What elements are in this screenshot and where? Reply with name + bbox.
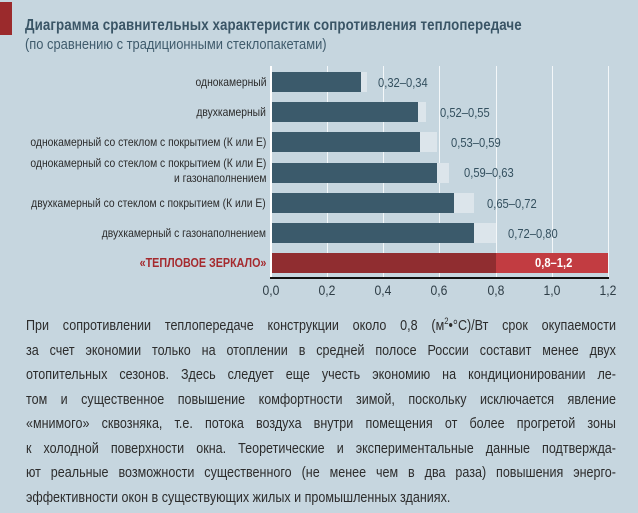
- body-line: отопительных сезонов. Здесь следует еще …: [26, 367, 616, 383]
- x-tick-label: 0,8: [487, 283, 505, 298]
- x-tick-label: 0,2: [318, 283, 336, 298]
- chart-subtitle: (по сравнению с традиционными стеклопаке…: [25, 36, 327, 53]
- body-line: ют реальные возможности существенного (н…: [26, 465, 616, 481]
- gridline: [608, 66, 609, 278]
- value-label: 0,72–0,80: [508, 226, 558, 241]
- x-tick-label: 0,6: [430, 283, 448, 298]
- value-bar: [272, 72, 361, 92]
- category-label: двухкамерный со стеклом с покрытием (К и…: [31, 196, 266, 210]
- header-accent-bar: [0, 2, 12, 35]
- gridline: [496, 66, 497, 278]
- category-label: однокамерный со стеклом с покрытием (К и…: [30, 156, 266, 170]
- chart-title: Диаграмма сравнительных характеристик со…: [25, 17, 522, 34]
- category-label: двухкамерный с газонаполнением: [101, 226, 266, 240]
- body-line-end: •°С)/Вт срок окупаемости: [448, 318, 616, 334]
- value-bar: [272, 102, 418, 122]
- category-label-highlight: «ТЕПЛОВОЕ ЗЕРКАЛО»: [139, 256, 266, 270]
- value-label: 0,32–0,34: [378, 75, 428, 90]
- x-axis: [270, 277, 609, 279]
- x-tick-label: 0,0: [262, 283, 280, 298]
- value-label: 0,53–0,59: [451, 135, 501, 150]
- x-tick-label: 1,2: [599, 283, 617, 298]
- superscript: 2: [444, 316, 449, 327]
- value-bar: [272, 193, 454, 213]
- value-bar: [272, 163, 437, 183]
- y-axis: [270, 66, 272, 278]
- value-label: 0,65–0,72: [487, 196, 537, 211]
- body-line: к холодной поверхности окна. Теоретическ…: [26, 440, 616, 457]
- body-line-start: При сопротивлении теплопередаче конструк…: [26, 318, 445, 334]
- body-line: за счет экономии только на отоплении в с…: [26, 342, 616, 359]
- x-tick-label: 1,0: [543, 283, 561, 298]
- body-line: «мнимого» сквозняка, т.е. потока воздуха…: [26, 416, 616, 432]
- body-line: том и существенное повышение комфортност…: [26, 391, 616, 408]
- x-tick-label: 0,4: [374, 283, 392, 298]
- value-label-highlight: 0,8–1,2: [535, 255, 573, 270]
- value-label: 0,59–0,63: [464, 165, 514, 180]
- category-label: однокамерный со стеклом с покрытием (К и…: [30, 135, 266, 149]
- gridline: [552, 66, 553, 278]
- value-label: 0,52–0,55: [440, 105, 490, 120]
- value-bar-highlight: [272, 253, 496, 273]
- value-bar: [272, 223, 474, 243]
- body-paragraph: При сопротивлении теплопередаче конструк…: [26, 314, 616, 510]
- bar-chart: однокамерный 0,32–0,34 двухкамерный 0,52…: [30, 66, 617, 298]
- category-label-line2: и газонаполнением: [173, 171, 266, 185]
- value-bar: [272, 132, 420, 152]
- category-label: двухкамерный: [196, 105, 266, 119]
- body-line: эффективности окон в существующих жилых …: [26, 489, 451, 506]
- category-label: однокамерный: [195, 75, 266, 89]
- body-line: При сопротивлении теплопередаче конструк…: [26, 314, 616, 339]
